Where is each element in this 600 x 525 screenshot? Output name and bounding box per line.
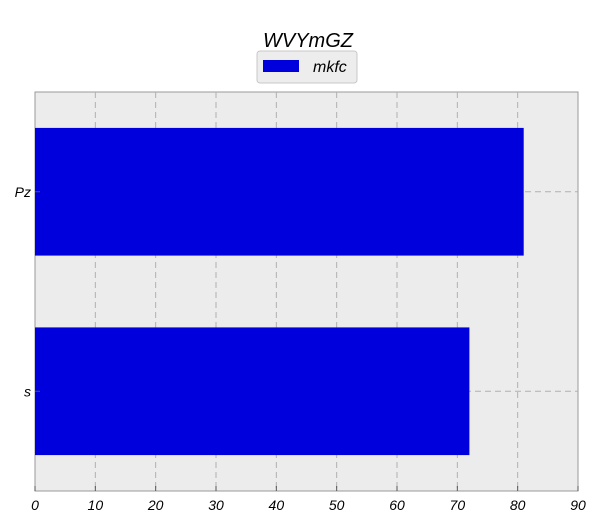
y-ticks: Pz s	[15, 184, 40, 399]
y-tick-label: s	[24, 383, 31, 399]
x-tick-label: 30	[208, 497, 224, 513]
x-ticks: 0 10 20 30 40 50 60 70 80 90	[31, 486, 586, 513]
x-tick-label: 10	[88, 497, 104, 513]
x-tick-label: 70	[450, 497, 466, 513]
x-tick-label: 40	[269, 497, 285, 513]
x-tick-label: 20	[147, 497, 164, 513]
legend-label: mkfc	[313, 59, 347, 76]
chart-title: WVYmGZ	[263, 30, 354, 52]
x-tick-label: 50	[329, 497, 345, 513]
legend-box	[256, 50, 358, 84]
x-tick-label: 90	[570, 497, 586, 513]
y-tick-label: Pz	[15, 184, 31, 200]
x-tick-label: 60	[389, 497, 405, 513]
bars	[35, 127, 524, 456]
legend: mkfc	[256, 50, 358, 84]
x-tick-label: 0	[31, 497, 39, 513]
x-tick-label: 80	[510, 497, 526, 513]
legend-swatch	[263, 60, 299, 72]
bar	[35, 127, 524, 256]
bar	[35, 327, 470, 456]
